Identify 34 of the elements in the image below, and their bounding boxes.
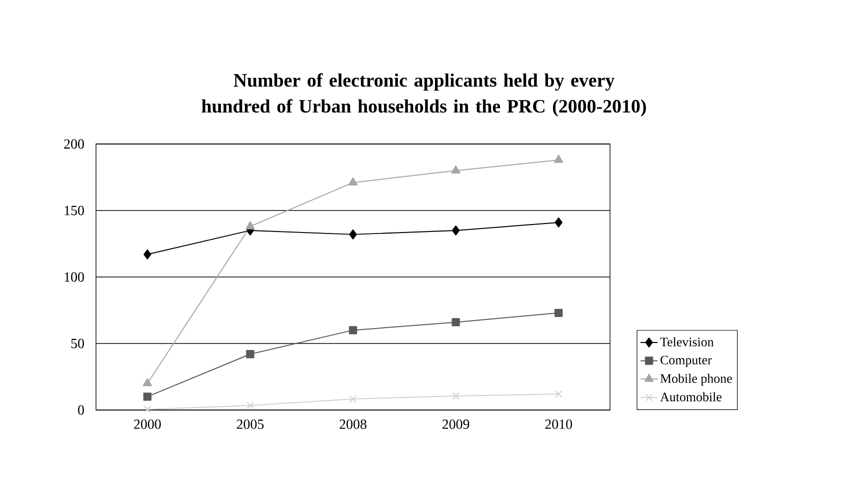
- x-tick-label: 2009: [442, 420, 470, 429]
- point: [144, 406, 152, 414]
- point: [143, 392, 152, 401]
- point: [452, 318, 460, 326]
- y-tick-label: 0: [78, 405, 84, 415]
- point: [349, 395, 357, 403]
- legend-label: Mobile phone: [660, 374, 732, 386]
- legend-label: Computer: [660, 356, 712, 368]
- legend-label: Automobile: [660, 392, 722, 402]
- y-tick-label: 50: [71, 338, 84, 348]
- legend-label: Television: [660, 337, 714, 346]
- point: [246, 402, 254, 410]
- point: [554, 217, 562, 228]
- y-tick-label: 200: [64, 139, 84, 149]
- x-tick-label: 2000: [134, 420, 161, 429]
- point: [452, 225, 460, 236]
- y-tick-label: 100: [64, 272, 84, 282]
- point: [144, 249, 152, 260]
- point: [348, 326, 358, 334]
- point: [142, 378, 152, 386]
- point: [246, 350, 254, 358]
- point: [554, 154, 564, 163]
- point: [451, 165, 460, 174]
- x-tick-label: 2010: [545, 420, 572, 429]
- x-tick-label: 2005: [236, 420, 264, 429]
- point: [348, 177, 358, 186]
- y-tick-label: 150: [64, 206, 84, 216]
- point: [554, 390, 562, 398]
- point: [452, 392, 460, 400]
- x-tick-label: 2008: [340, 420, 366, 429]
- point: [246, 221, 255, 230]
- point: [349, 229, 357, 240]
- chart-title: Number of electronic applicants held by every hundred of Urban households in the PRC (2000-2010): [202, 73, 646, 116]
- point: [554, 308, 563, 317]
